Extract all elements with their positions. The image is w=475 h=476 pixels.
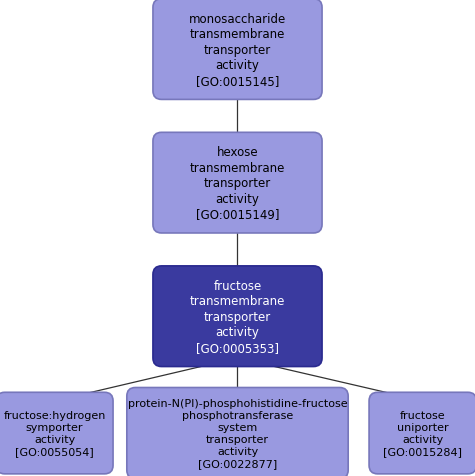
Text: fructose
transmembrane
transporter
activity
[GO:0005353]: fructose transmembrane transporter activ… bbox=[190, 279, 285, 354]
FancyBboxPatch shape bbox=[0, 392, 113, 474]
FancyBboxPatch shape bbox=[153, 267, 322, 367]
Text: hexose
transmembrane
transporter
activity
[GO:0015149]: hexose transmembrane transporter activit… bbox=[190, 146, 285, 221]
FancyBboxPatch shape bbox=[369, 392, 475, 474]
Text: fructose:hydrogen
symporter
activity
[GO:0055054]: fructose:hydrogen symporter activity [GO… bbox=[3, 410, 106, 456]
Text: monosaccharide
transmembrane
transporter
activity
[GO:0015145]: monosaccharide transmembrane transporter… bbox=[189, 12, 286, 88]
FancyBboxPatch shape bbox=[153, 133, 322, 234]
FancyBboxPatch shape bbox=[153, 0, 322, 100]
FancyBboxPatch shape bbox=[127, 387, 348, 476]
Text: protein-N(PI)-phosphohistidine-fructose
phosphotransferase
system
transporter
ac: protein-N(PI)-phosphohistidine-fructose … bbox=[128, 398, 347, 468]
Text: fructose
uniporter
activity
[GO:0015284]: fructose uniporter activity [GO:0015284] bbox=[383, 410, 462, 456]
